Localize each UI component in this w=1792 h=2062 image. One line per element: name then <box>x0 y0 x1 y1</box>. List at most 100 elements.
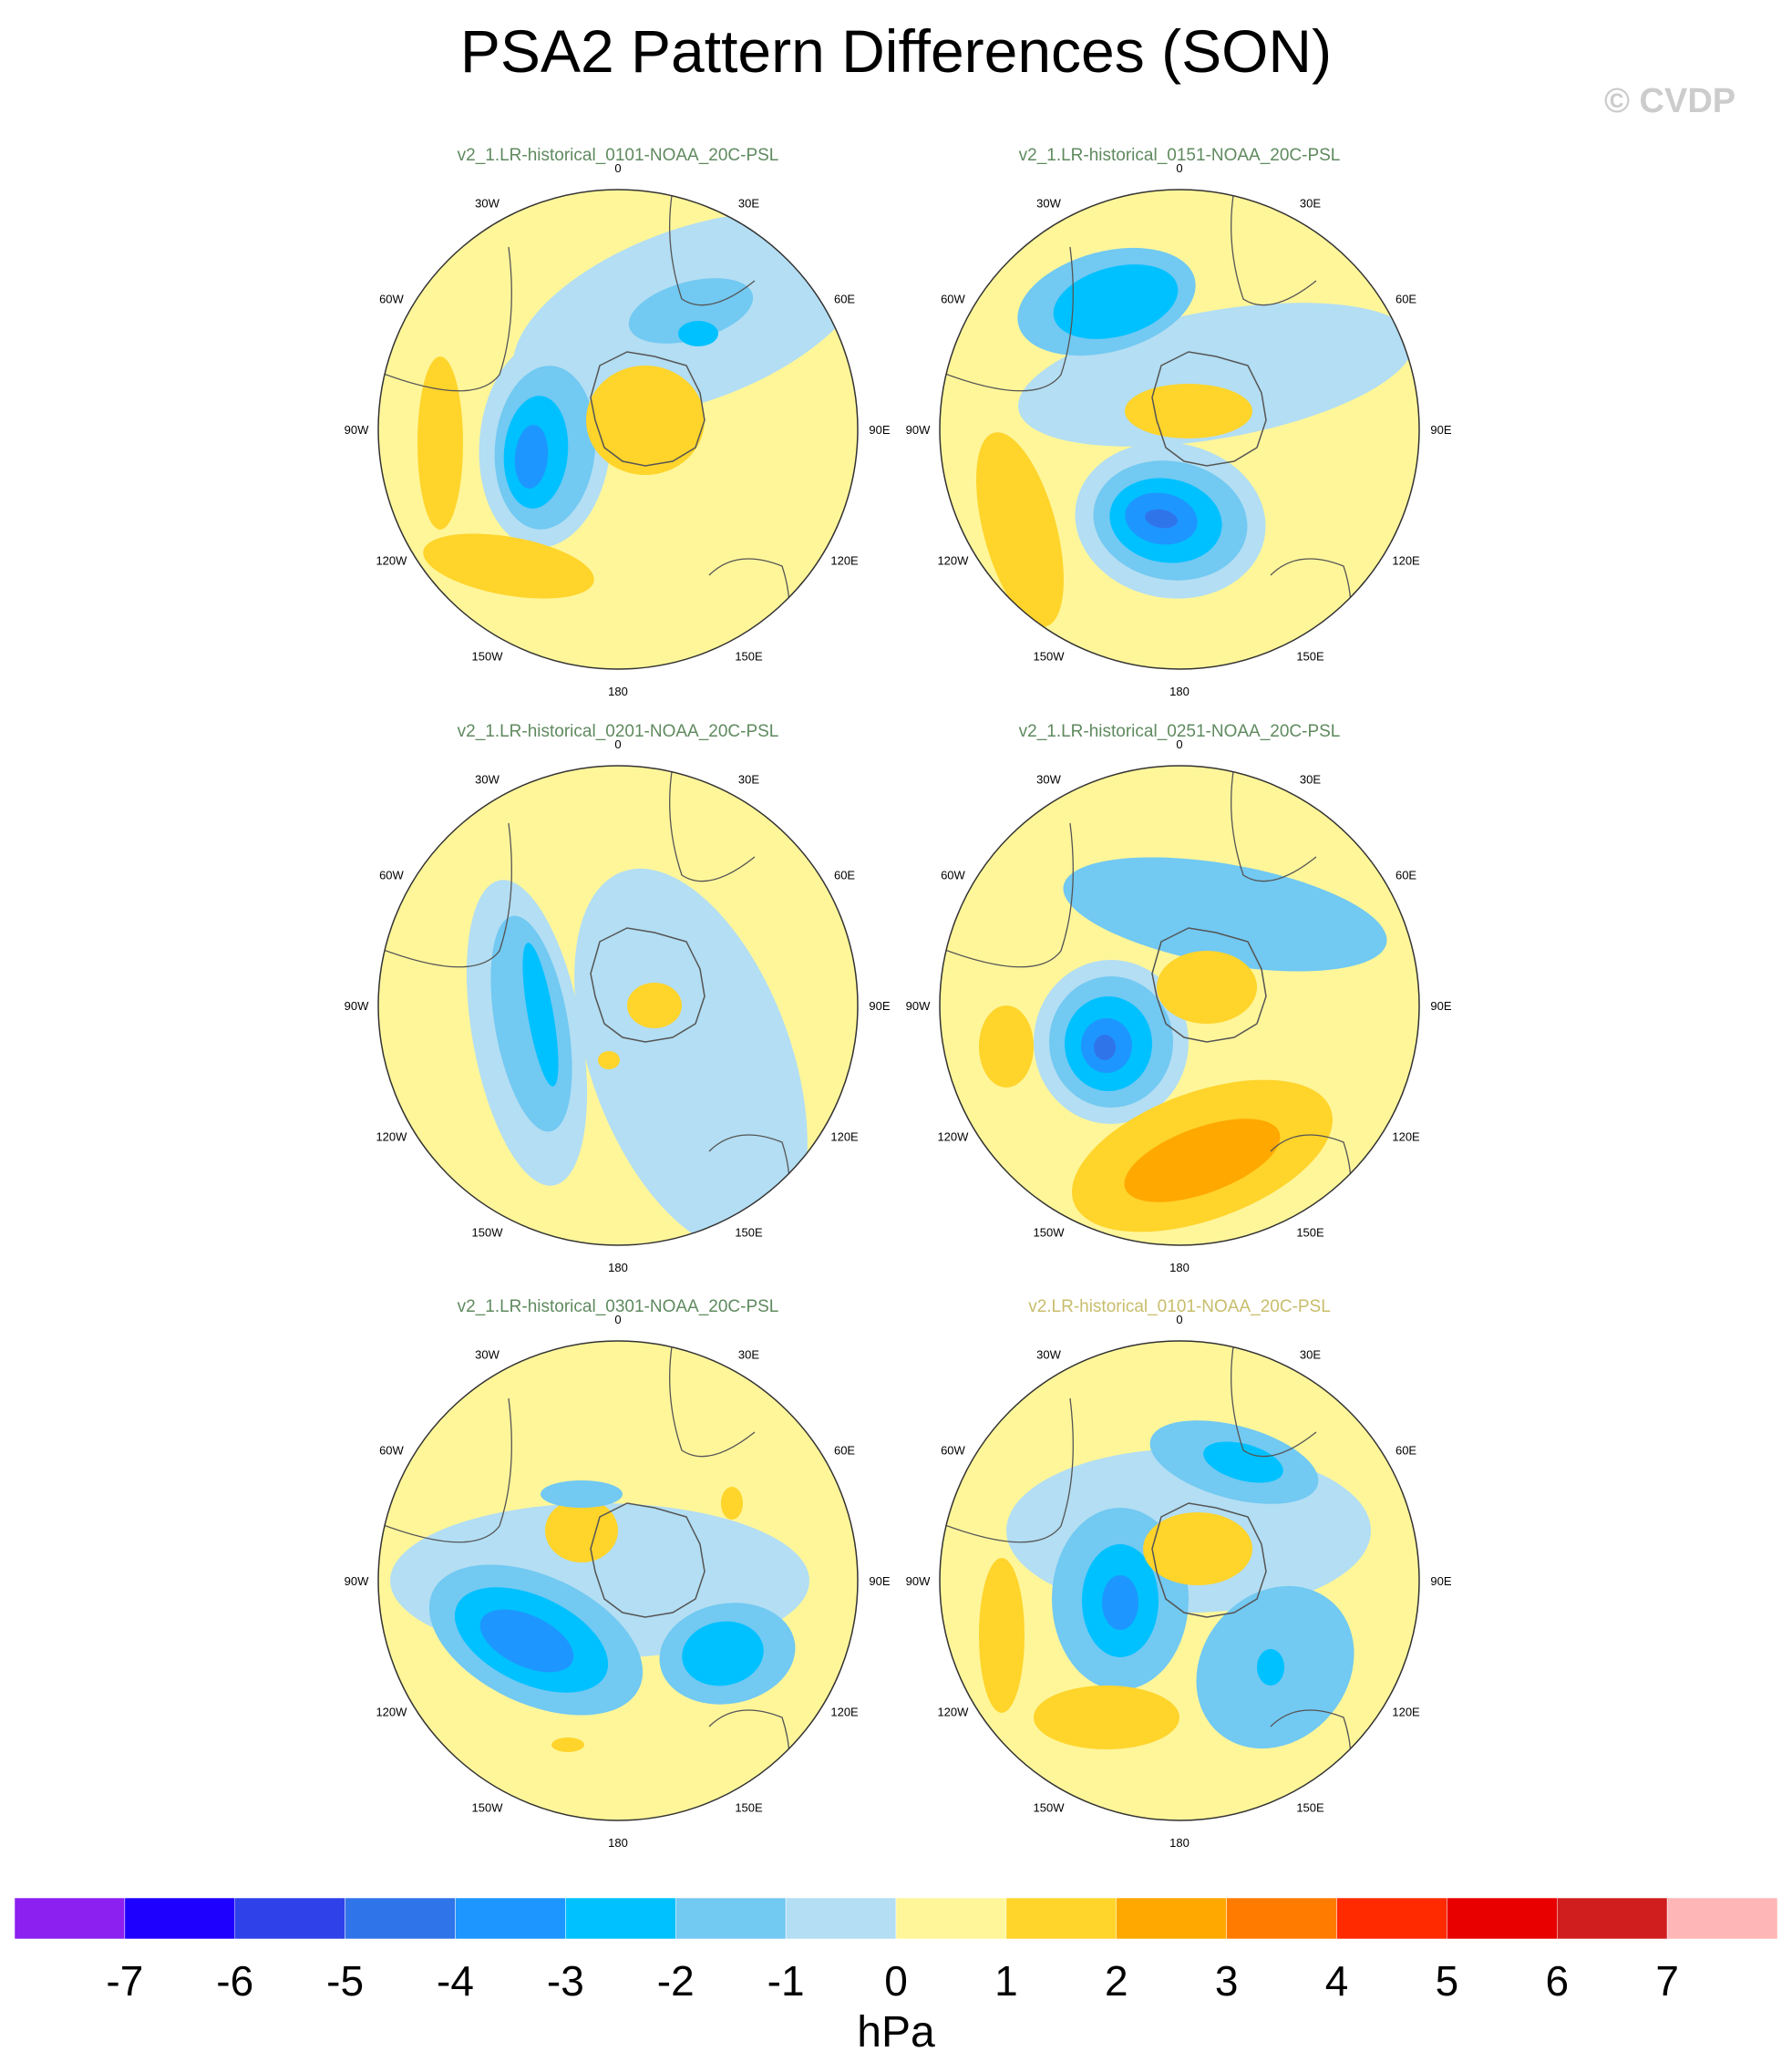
anomaly-contour <box>522 943 559 1087</box>
longitude-label: 180 <box>608 1261 628 1274</box>
longitude-label: 120W <box>937 1706 969 1719</box>
africa-coastline <box>669 1341 756 1458</box>
longitude-label: 90E <box>869 1574 890 1588</box>
colorbar-swatch <box>1557 1897 1668 1940</box>
colorbar-swatch <box>1447 1897 1558 1940</box>
longitude-label: 60W <box>379 869 404 882</box>
longitude-label: 90W <box>906 1574 931 1588</box>
africa-coastline <box>669 766 756 882</box>
anomaly-contour <box>598 1051 620 1069</box>
anomaly-contour <box>514 425 549 489</box>
longitude-label: 150W <box>1034 1801 1066 1815</box>
south-america-coastline <box>378 246 512 392</box>
colorbar-swatch <box>1005 1897 1117 1940</box>
anomaly-contour <box>541 1480 623 1508</box>
longitude-label: 150E <box>1296 1226 1324 1240</box>
africa-coastline <box>1231 190 1317 306</box>
colorbar-tick-label: -1 <box>767 1957 805 2005</box>
longitude-label: 120W <box>376 1130 407 1144</box>
longitude-label: 30W <box>475 196 499 210</box>
map-border <box>377 765 859 1246</box>
africa-coastline <box>1231 766 1317 882</box>
colorbar-tick-label: 1 <box>994 1957 1018 2005</box>
colorbar-swatch <box>345 1897 456 1940</box>
colorbar-tick-label: 0 <box>884 1957 908 2005</box>
longitude-label: 0 <box>1176 737 1182 751</box>
copyright-label: © CVDP <box>1604 82 1736 120</box>
panel-title: v2_1.LR-historical_0201-NOAA_20C-PSL <box>458 722 779 741</box>
colorbar-swatch <box>124 1897 235 1940</box>
colorbar-tick-label: 7 <box>1655 1957 1679 2005</box>
anomaly-contour <box>1143 1512 1252 1585</box>
anomaly-contour <box>1063 857 1387 972</box>
map-border <box>377 189 859 670</box>
colorbar-tick-label: -3 <box>547 1957 584 2005</box>
colorbar-tick-label: -7 <box>106 1957 143 2005</box>
anomaly-contour <box>545 1499 618 1562</box>
anomaly-contour <box>1145 509 1178 529</box>
longitude-label: 180 <box>608 685 628 698</box>
longitude-label: 150W <box>1034 650 1066 664</box>
colorbar-swatch <box>14 1897 126 1940</box>
colorbar-swatch <box>1226 1897 1337 1940</box>
colorbar-unit-label: hPa <box>857 2008 935 2057</box>
colorbar-swatch <box>785 1897 897 1940</box>
longitude-label: 180 <box>608 1836 628 1850</box>
colorbar-tick-label: -4 <box>437 1957 474 2005</box>
longitude-label: 120E <box>830 1706 859 1719</box>
antarctica-coastline <box>1151 927 1267 1043</box>
longitude-label: 180 <box>1169 1836 1190 1850</box>
longitude-label: 120E <box>1392 1706 1420 1719</box>
longitude-label: 120E <box>1392 1130 1420 1144</box>
colorbar-tick-label: 6 <box>1545 1957 1569 2005</box>
south-america-coastline <box>940 246 1074 392</box>
longitude-label: 30E <box>738 1347 759 1361</box>
page-title: PSA2 Pattern Differences (SON) <box>459 17 1333 85</box>
south-america-coastline <box>940 1397 1074 1543</box>
anomaly-contour <box>628 278 754 344</box>
longitude-label: 150E <box>735 1226 763 1240</box>
longitude-label: 120W <box>376 554 407 568</box>
panel-title: v2_1.LR-historical_0101-NOAA_20C-PSL <box>458 146 779 165</box>
antarctica-coastline <box>590 351 705 467</box>
longitude-label: 120W <box>376 1706 407 1719</box>
anomaly-contour <box>976 432 1064 627</box>
panel-title: v2.LR-historical_0101-NOAA_20C-PSL <box>1028 1297 1331 1316</box>
longitude-label: 150W <box>472 650 504 664</box>
africa-coastline <box>669 190 756 306</box>
colorbar-tick-label: -2 <box>657 1957 695 2005</box>
longitude-label: 120E <box>1392 554 1420 568</box>
longitude-label: 30W <box>1036 1347 1061 1361</box>
anomaly-contour <box>417 356 463 530</box>
longitude-label: 150E <box>735 650 763 664</box>
longitude-label: 90E <box>1430 1574 1451 1588</box>
longitude-label: 120E <box>830 554 859 568</box>
longitude-label: 60E <box>1395 869 1416 882</box>
longitude-label: 180 <box>1169 1261 1190 1274</box>
longitude-label: 30E <box>1300 772 1321 786</box>
longitude-label: 150W <box>472 1226 504 1240</box>
longitude-label: 0 <box>614 737 621 751</box>
colorbar: -7 -6 -5 -4 -3 -2 -1 0 1 2 3 4 5 6 7 hPa <box>14 1897 1778 2057</box>
longitude-label: 150E <box>735 1801 763 1815</box>
longitude-label: 30W <box>475 1347 499 1361</box>
colorbar-swatch <box>1336 1897 1447 1940</box>
panel-title: v2_1.LR-historical_0151-NOAA_20C-PSL <box>1019 146 1341 165</box>
longitude-label: 30W <box>1036 196 1061 210</box>
anomaly-contour <box>682 1621 764 1686</box>
longitude-label: 120W <box>937 1130 969 1144</box>
longitude-label: 60E <box>834 1444 855 1458</box>
longitude-label: 60E <box>834 293 855 306</box>
longitude-label: 90E <box>1430 423 1451 437</box>
colorbar-swatch <box>455 1897 566 1940</box>
south-america-coastline <box>378 822 512 968</box>
longitude-label: 90E <box>869 999 890 1013</box>
anomaly-contour <box>627 983 682 1028</box>
longitude-label: 30W <box>475 772 499 786</box>
colorbar-tick-label: 2 <box>1105 1957 1128 2005</box>
longitude-label: 90E <box>1430 999 1451 1013</box>
